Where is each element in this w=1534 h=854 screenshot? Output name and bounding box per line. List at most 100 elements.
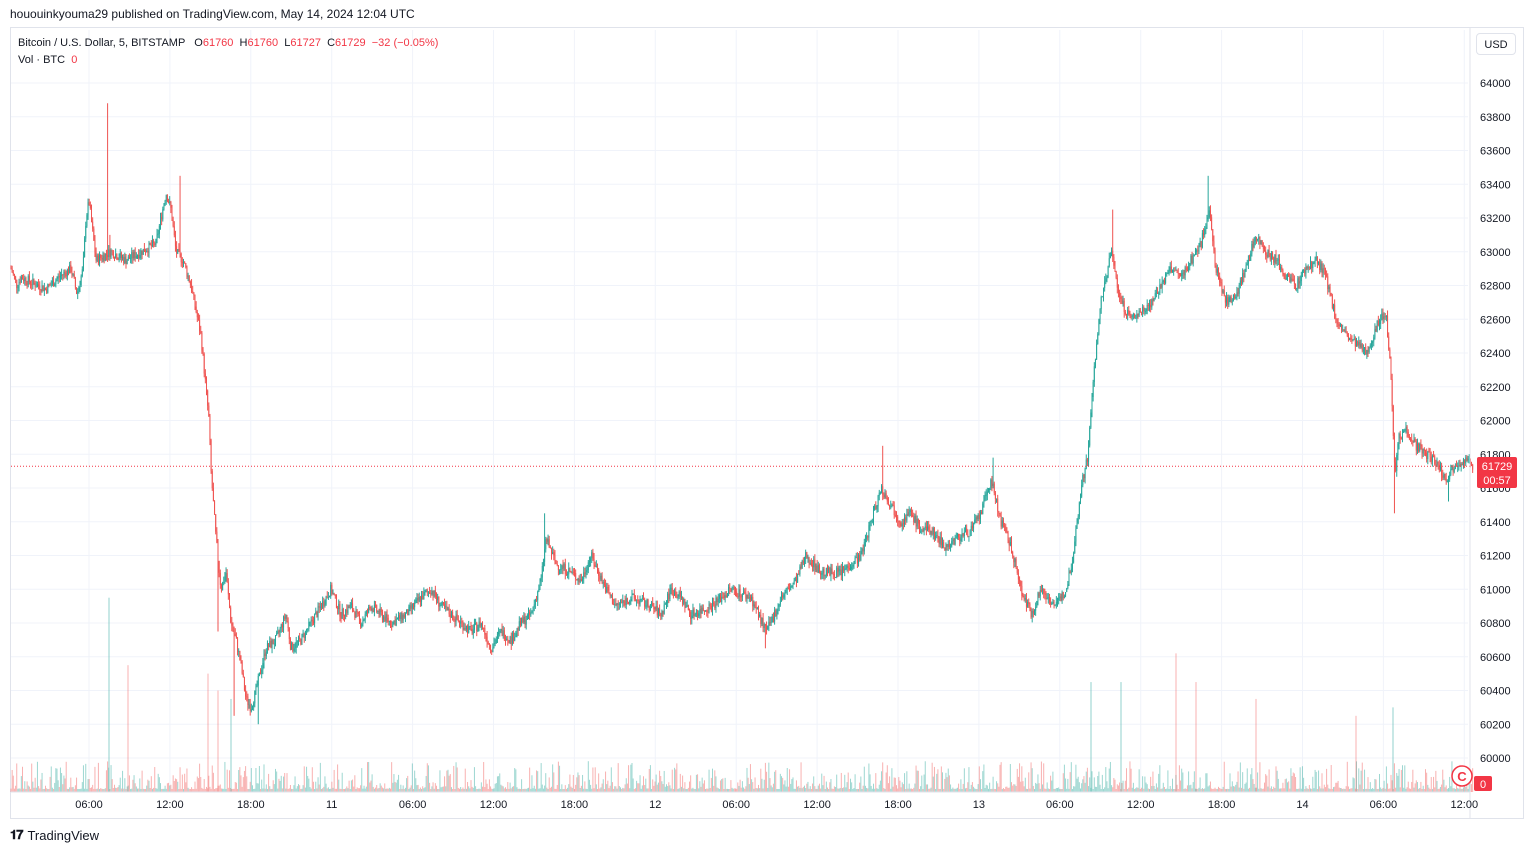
- candle-body: [1161, 282, 1163, 288]
- candle-body: [1043, 588, 1045, 594]
- candle-body: [1400, 438, 1402, 440]
- candle-body: [1226, 297, 1228, 303]
- candle-body: [553, 552, 555, 556]
- candle-body: [1039, 590, 1041, 597]
- candle-body: [401, 612, 403, 621]
- symbol-name[interactable]: Bitcoin / U.S. Dollar, 5, BITSTAMP: [18, 37, 186, 49]
- candle-body: [1427, 451, 1429, 460]
- volume-bar: [1412, 769, 1414, 792]
- volume-bar: [991, 788, 993, 792]
- candle-body: [1300, 275, 1302, 282]
- candle-body: [1423, 449, 1425, 451]
- footer-branding[interactable]: 𝟏𝟕 TradingView: [10, 827, 99, 843]
- candle-body: [1461, 463, 1463, 466]
- candle-body: [718, 595, 720, 599]
- candle-body: [1071, 562, 1073, 569]
- candle-body: [759, 614, 761, 617]
- candle-body: [194, 295, 196, 307]
- volume-bar: [582, 774, 584, 792]
- candle-body: [1061, 592, 1063, 601]
- volume-bar: [1312, 776, 1314, 792]
- candle-body: [1096, 344, 1098, 360]
- volume-bar: [1183, 788, 1185, 792]
- candle-body: [360, 618, 362, 627]
- candle-body: [31, 284, 33, 286]
- volume-bar: [126, 786, 128, 792]
- candle-body: [890, 506, 892, 508]
- candle-body: [928, 526, 930, 530]
- volume-bar: [962, 783, 964, 792]
- volume-bar: [1167, 770, 1169, 792]
- volume-bar: [449, 774, 451, 792]
- volume-bar: [1270, 786, 1272, 792]
- candle-body: [275, 635, 276, 644]
- candle-body: [158, 225, 160, 234]
- candle-body: [868, 525, 870, 538]
- volume-bar: [529, 767, 531, 792]
- volume-bar: [909, 788, 911, 792]
- chart-frame[interactable]: [10, 27, 1524, 819]
- candle-body: [64, 271, 66, 273]
- candle-body: [1349, 337, 1351, 340]
- volume-bar: [23, 788, 25, 792]
- candle-body: [1052, 602, 1054, 604]
- volume-bar: [764, 762, 766, 792]
- y-tick-label: 60800: [1480, 618, 1511, 630]
- volume-bar: [1331, 788, 1333, 792]
- x-tick-label: 12:00: [480, 799, 508, 811]
- candle-body: [878, 492, 880, 496]
- currency-button[interactable]: USD: [1476, 33, 1516, 55]
- candle-body: [1090, 412, 1092, 428]
- volume-bar: [88, 779, 90, 792]
- candle-body: [540, 577, 542, 582]
- volume-bar: [1145, 782, 1147, 792]
- candle-body: [676, 596, 678, 598]
- volume-bar: [595, 784, 597, 792]
- volume-bar: [747, 777, 749, 792]
- volume-bar: [544, 785, 546, 792]
- volume-bar: [768, 762, 770, 792]
- volume-label[interactable]: Vol · BTC: [18, 54, 66, 66]
- candle-body: [601, 575, 603, 584]
- volume-bar: [705, 788, 707, 792]
- candle-body: [994, 492, 996, 499]
- candle-body: [496, 634, 498, 640]
- candle-body: [235, 635, 237, 639]
- candle-body: [1239, 280, 1241, 286]
- volume-bar: [707, 788, 709, 792]
- candle-body: [1287, 273, 1288, 278]
- volume-bar: [936, 773, 938, 792]
- candle-body: [1153, 298, 1155, 301]
- volume-bar: [452, 788, 454, 792]
- y-tick-label: 62600: [1480, 314, 1511, 326]
- volume-spike: [108, 597, 110, 792]
- volume-bar: [327, 787, 329, 792]
- candle-body: [243, 676, 245, 691]
- candle-body: [1127, 309, 1129, 315]
- volume-spike: [1090, 682, 1092, 792]
- volume-bar: [1431, 788, 1433, 792]
- volume-bar: [1235, 784, 1237, 792]
- volume-bar: [247, 788, 249, 792]
- candle-body: [1144, 310, 1146, 312]
- volume-bar: [867, 788, 869, 792]
- volume-bar: [904, 773, 906, 792]
- candle-body: [135, 255, 137, 259]
- volume-bar: [1043, 763, 1045, 792]
- volume-bar: [599, 788, 601, 792]
- volume-bar: [1082, 779, 1084, 792]
- open-value: 61760: [202, 37, 234, 49]
- candle-body: [516, 628, 518, 634]
- volume-bar: [256, 783, 258, 792]
- x-tick-label: 18:00: [1208, 799, 1236, 811]
- candle-body: [1254, 237, 1256, 242]
- volume-spike: [1175, 653, 1177, 792]
- volume-bar: [27, 785, 29, 792]
- volume-bar: [584, 781, 586, 792]
- volume-bar: [1399, 787, 1401, 792]
- volume-bar: [1429, 788, 1431, 792]
- candle-body: [1088, 445, 1090, 462]
- candle-body: [1291, 278, 1293, 280]
- volume-bar: [955, 788, 957, 792]
